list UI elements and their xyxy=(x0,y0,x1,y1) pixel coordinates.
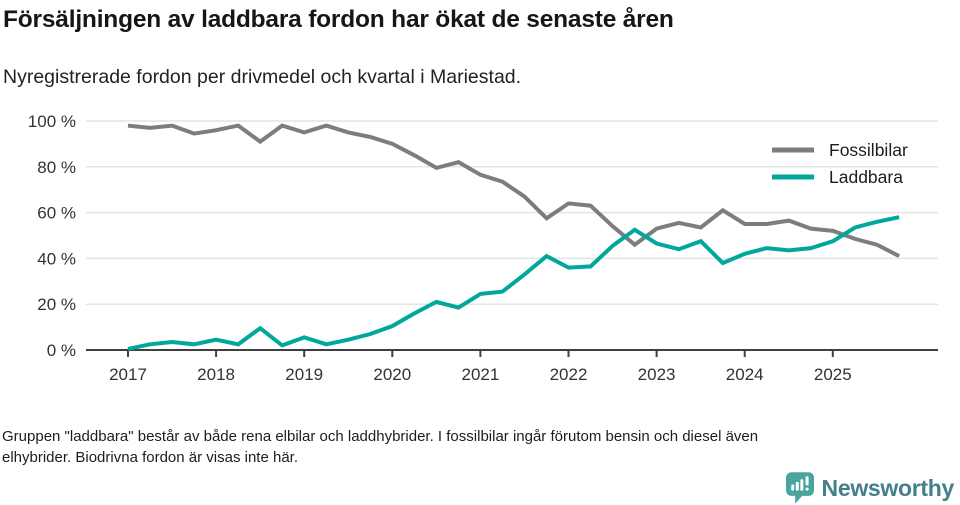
laddbara-line xyxy=(127,215,900,351)
y-axis-label: 0 % xyxy=(47,341,76,360)
page-title: Försäljningen av laddbara fordon har öka… xyxy=(3,6,674,33)
fossilbilar-line xyxy=(127,123,901,258)
legend: Fossilbilar Laddbara xyxy=(772,140,908,187)
footnote: Gruppen "laddbara" består av både rena e… xyxy=(2,428,759,466)
pin-shape xyxy=(785,472,814,504)
brand-name: Newsworthy xyxy=(821,474,955,501)
line-chart: 0 % 20 % 40 % 60 % 80 % 100 % 2017 2018 2019 2020… xyxy=(28,112,938,384)
y-axis-label: 40 % xyxy=(37,249,76,268)
bar-small xyxy=(790,484,794,491)
brand-logo[interactable]: Newsworthy xyxy=(785,472,955,504)
x-axis-label: 2019 xyxy=(285,365,323,384)
x-axis-label: 2024 xyxy=(726,365,764,384)
bar-medium xyxy=(795,481,799,491)
plot-area: 0 % 20 % 40 % 60 % 80 % 100 % 2017 2018 2019 2020… xyxy=(28,112,938,384)
y-axis-label: 60 % xyxy=(37,204,76,223)
x-axis-label: 2023 xyxy=(638,365,676,384)
newsworthy-pin-bar-chart-icon xyxy=(785,472,814,504)
y-axis-label: 80 % xyxy=(37,158,76,177)
bar-large xyxy=(799,479,803,491)
y-axis-label: 100 % xyxy=(28,112,76,131)
y-axis-label: 20 % xyxy=(37,295,76,314)
page-subtitle: Nyregistrerade fordon per drivmedel och … xyxy=(3,66,522,88)
x-axis-label: 2021 xyxy=(461,365,499,384)
x-axis-label: 2020 xyxy=(373,365,411,384)
x-axis-label: 2018 xyxy=(197,365,235,384)
x-axis-label: 2017 xyxy=(109,365,147,384)
exclamation-bar xyxy=(805,476,809,486)
legend-label-laddbara: Laddbara xyxy=(829,167,903,187)
legend-label-fossilbilar: Fossilbilar xyxy=(829,140,908,160)
x-axis-label: 2025 xyxy=(814,365,852,384)
x-axis-label: 2022 xyxy=(550,365,588,384)
exclamation-dot xyxy=(805,487,809,491)
